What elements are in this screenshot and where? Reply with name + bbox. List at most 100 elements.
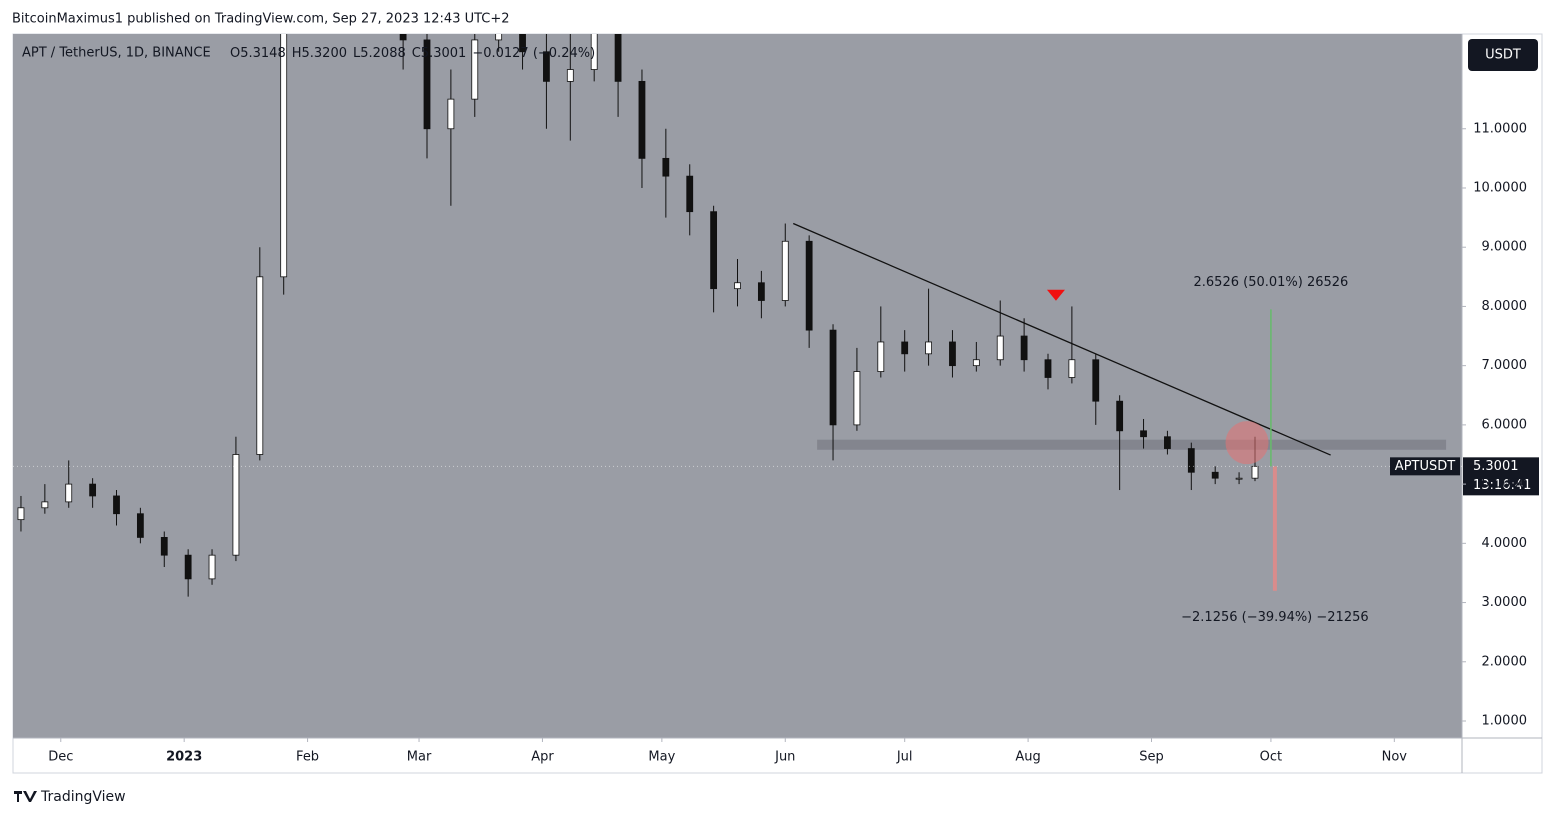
symbol-label: APTUSDT: [1395, 459, 1455, 474]
candle-body: [1068, 359, 1076, 378]
candle-body: [280, 34, 288, 278]
plot: [17, 34, 1447, 597]
candle-body: [949, 341, 956, 367]
candle-body: [1235, 477, 1243, 480]
candle-body: [781, 240, 789, 301]
candle-body: [614, 34, 622, 82]
candle-body: [208, 554, 216, 580]
x-tick-label: Feb: [296, 750, 319, 765]
x-tick-label: Apr: [531, 750, 554, 765]
candle-body: [423, 39, 431, 130]
candle-body: [136, 513, 144, 538]
candle-body: [17, 507, 25, 521]
y-tick-label: 5.0000: [1482, 477, 1528, 492]
candle-body: [1164, 436, 1171, 449]
publisher: BitcoinMaximus1 published on TradingView…: [12, 12, 510, 27]
x-tick-label: Aug: [1015, 750, 1040, 765]
candle-body: [996, 335, 1004, 361]
currency-box: [1468, 39, 1538, 71]
target-up-label: 2.6526 (50.01%) 26526: [1194, 275, 1349, 290]
candle-body: [471, 39, 479, 100]
brand: TradingView: [40, 789, 126, 805]
x-tick-label: Sep: [1139, 750, 1164, 765]
candle-body: [543, 51, 550, 82]
candle-body: [1187, 448, 1195, 473]
currency: USDT: [1485, 48, 1521, 63]
candle-body: [734, 282, 741, 290]
candle-body: [160, 537, 168, 556]
y-tick-label: 6.0000: [1482, 417, 1528, 432]
candle-body: [232, 454, 240, 556]
candle-body: [1140, 430, 1147, 438]
candle-body: [662, 157, 670, 177]
candle-body: [757, 282, 765, 301]
y-tick-label: 4.0000: [1482, 536, 1528, 551]
price-tag: [1463, 457, 1539, 496]
x-tick-label: Mar: [407, 750, 432, 765]
y-tick-label: 8.0000: [1482, 299, 1528, 314]
candle-body: [686, 175, 694, 213]
symbol-tag: [1390, 457, 1460, 476]
candle-body: [1020, 335, 1028, 361]
ohlc-readout: O5.3148 H5.3200 L5.2088 C5.3001 −0.0127 (−0.…: [230, 46, 595, 61]
candle-body: [89, 483, 97, 497]
candle-body: [41, 501, 49, 509]
countdown-label: 13:16:41: [1473, 478, 1531, 493]
candle-body: [566, 69, 574, 82]
y-tick-label: 2.0000: [1482, 654, 1528, 669]
y-tick-label: 3.0000: [1482, 595, 1528, 610]
support-zone: [817, 439, 1447, 450]
candle-body: [1092, 359, 1100, 402]
candle-body: [1116, 400, 1124, 432]
target-down-label: −2.1256 (−39.94%) −21256: [1181, 610, 1369, 625]
candle-body: [399, 34, 407, 41]
candle-body: [925, 341, 932, 355]
ohlc-item: C5.3001: [412, 46, 467, 61]
candle-body: [1044, 359, 1052, 378]
candle-body: [710, 211, 718, 290]
candle-body: [447, 98, 455, 130]
candle-body: [972, 359, 980, 367]
logo: [14, 791, 37, 802]
ohlc-item: O5.3148: [230, 46, 286, 61]
highlight-circle: [1225, 421, 1269, 465]
x-tick-label: Dec: [48, 750, 73, 765]
candle-body: [877, 341, 885, 372]
candle-body: [65, 483, 73, 503]
candle-body: [1251, 465, 1259, 479]
candle-body: [901, 341, 909, 355]
candle-body: [256, 276, 264, 455]
axes: 1.0000 2.0000 3.0000 4.0000 5.0000 6.0000 7.00…: [48, 121, 1527, 764]
candle-body: [495, 34, 503, 41]
x-tick-label: Jul: [896, 750, 913, 765]
x-tick-label: Oct: [1260, 750, 1282, 765]
sell-marker: [1046, 289, 1065, 301]
x-tick-label: Jun: [774, 750, 795, 765]
ohlc-item: −0.0127 (−0.24%): [472, 46, 595, 61]
x-tick-label: May: [648, 750, 675, 765]
candle-body: [805, 240, 813, 331]
trendline: [792, 222, 1331, 456]
ohlc-item: H5.3200: [292, 46, 347, 61]
y-tick-label: 11.0000: [1473, 121, 1527, 136]
candle-body: [1211, 471, 1219, 479]
candle-body: [184, 554, 192, 580]
chart-title: APT / TetherUS, 1D, BINANCE: [22, 46, 211, 61]
y-tick-label: 1.0000: [1482, 714, 1528, 729]
y-tick-label: 9.0000: [1482, 240, 1528, 255]
x-tick-label: 2023: [166, 750, 202, 765]
overlay: APT / TetherUS, 1D, BINANCE O5.3148 H5.32…: [13, 39, 1539, 625]
candle-body: [638, 80, 646, 159]
candle-body: [829, 329, 837, 426]
x-tick-label: Nov: [1382, 750, 1408, 765]
candle-body: [853, 371, 861, 426]
y-tick-label: 10.0000: [1473, 180, 1527, 195]
candle-body: [590, 34, 598, 70]
candle-body: [113, 495, 120, 515]
ohlc-item: L5.2088: [353, 46, 406, 61]
candle-body: [519, 34, 526, 53]
plot-area: [13, 34, 1462, 738]
price-label: 5.3001: [1473, 459, 1519, 474]
